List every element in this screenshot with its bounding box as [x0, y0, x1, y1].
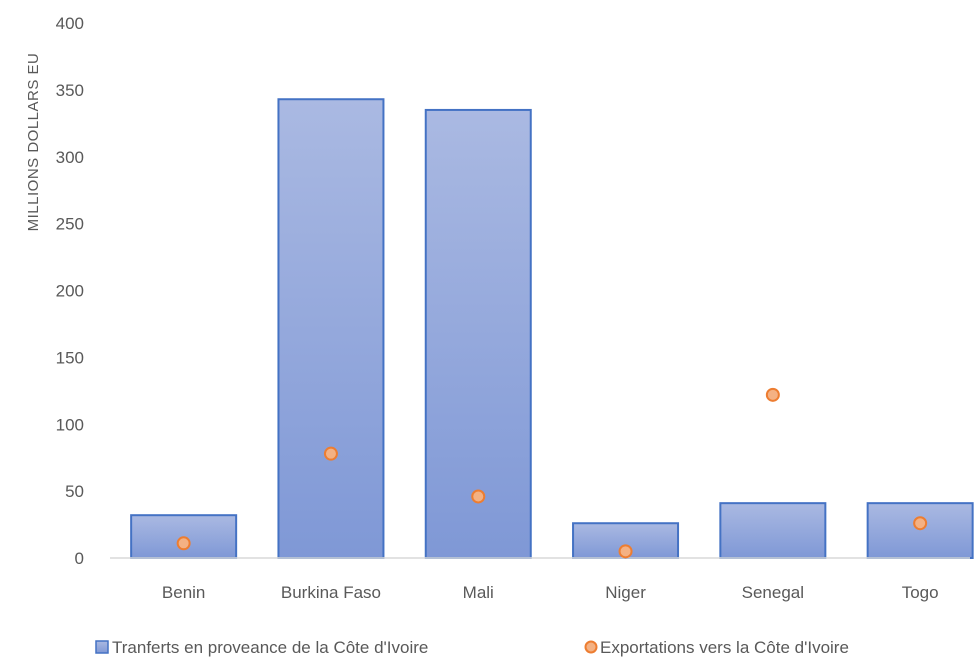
point-series	[176, 387, 928, 559]
x-tick-label: Senegal	[742, 583, 804, 602]
x-tick-labels: Benin Burkina Faso Mali Niger Senegal To…	[162, 583, 939, 602]
bar-series	[130, 98, 974, 560]
legend-label-points: Exportations vers la Côte d'Ivoire	[600, 638, 849, 657]
bar	[719, 502, 827, 560]
x-tick-label: Benin	[162, 583, 205, 602]
legend: Tranferts en proveance de la Côte d'Ivoi…	[95, 638, 849, 657]
y-tick-label: 50	[65, 482, 84, 501]
data-point	[913, 516, 928, 531]
y-tick-label: 100	[56, 415, 84, 434]
x-tick-label: Mali	[463, 583, 494, 602]
data-point	[471, 489, 486, 504]
x-tick-label: Burkina Faso	[281, 583, 381, 602]
y-tick-label: 200	[56, 282, 84, 301]
y-tick-label: 150	[56, 348, 84, 367]
y-tick-label: 400	[56, 14, 84, 33]
data-point	[765, 387, 780, 402]
data-point	[176, 536, 191, 551]
x-tick-label: Togo	[902, 583, 939, 602]
y-axis-title: MILLIONS DOLLARS EU	[25, 53, 42, 232]
bar	[424, 108, 532, 559]
y-tick-label: 300	[56, 148, 84, 167]
bar	[277, 98, 385, 560]
y-tick-label: 250	[56, 215, 84, 234]
legend-point-swatch	[584, 640, 598, 654]
bar	[866, 502, 974, 560]
legend-label-bars: Tranferts en proveance de la Côte d'Ivoi…	[112, 638, 428, 657]
data-point	[323, 446, 338, 461]
y-tick-labels: 0 50 100 150 200 250 300 350 400	[56, 14, 84, 568]
legend-bar-swatch	[95, 640, 109, 654]
data-point	[618, 544, 633, 559]
y-tick-label: 350	[56, 81, 84, 100]
x-tick-label: Niger	[605, 583, 646, 602]
y-tick-label: 0	[75, 549, 84, 568]
